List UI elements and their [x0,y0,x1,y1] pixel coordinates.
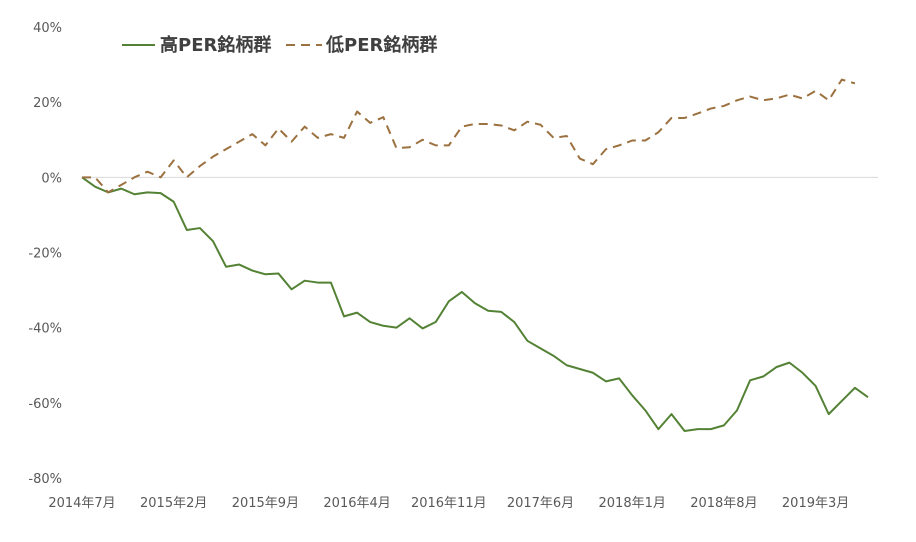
y-tick-label: -80% [28,472,62,487]
series-line-high-per [81,176,869,433]
y-tick-label: 20% [33,96,62,111]
x-tick-label: 2018年1月 [599,496,666,511]
x-tick-label: 2015年9月 [232,496,299,511]
x-tick-label: 2017年6月 [507,496,574,511]
y-tick-label: -40% [28,322,62,337]
y-tick-label: 40% [33,21,62,36]
y-tick-label: -20% [28,247,62,262]
legend: 高PER銘柄群 低PER銘柄群 [122,34,437,56]
legend-label-low-per: 低PER銘柄群 [325,34,437,56]
y-tick-label: -60% [28,397,62,412]
series-lines [81,78,869,433]
x-axis-labels: 2014年7月 2015年2月 2015年9月 2016年4月 2016年11月 2017… [48,496,849,511]
x-tick-label: 2016年4月 [323,496,390,511]
x-tick-label: 2015年2月 [140,496,207,511]
x-tick-label: 2019年3月 [782,496,849,511]
series-line-low-per [82,78,856,194]
x-tick-label: 2016年11月 [411,496,487,511]
y-axis-labels: 40% 20% 0% -20% -40% -60% -80% [28,21,62,487]
x-tick-label: 2018年8月 [690,496,757,511]
legend-label-high-per: 高PER銘柄群 [160,34,271,56]
x-tick-label: 2014年7月 [48,496,115,511]
y-tick-label: 0% [41,171,62,186]
